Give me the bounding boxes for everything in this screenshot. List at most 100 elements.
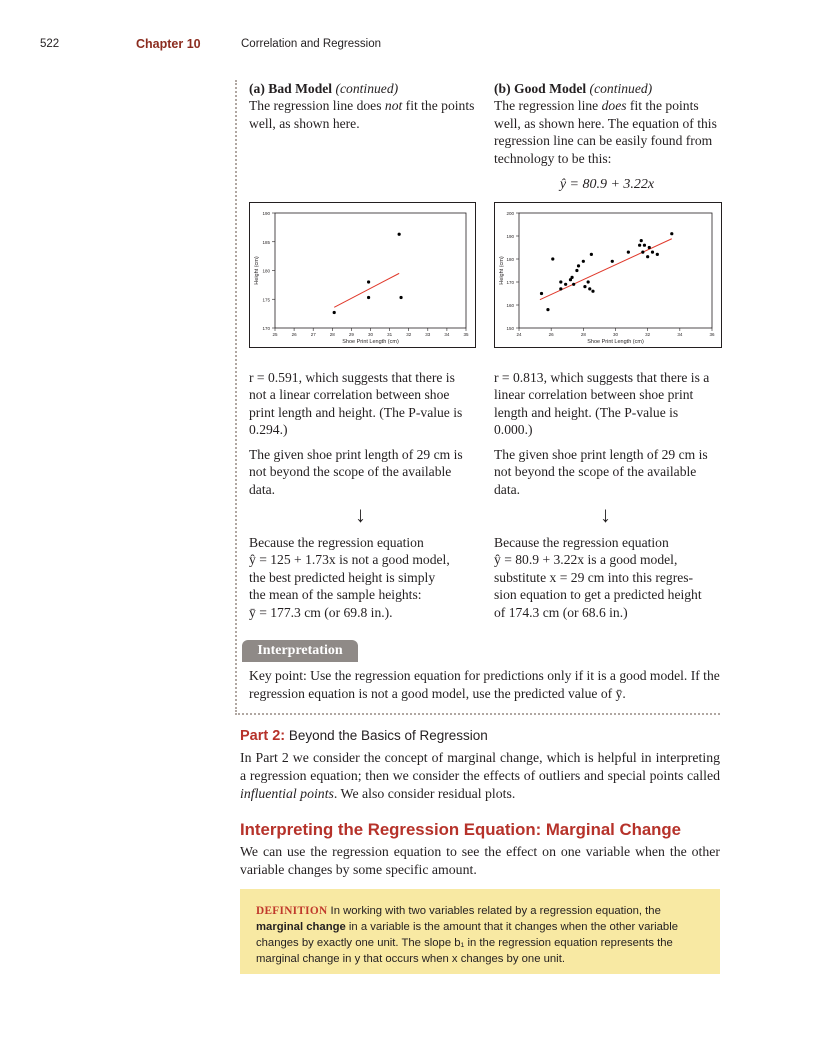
bad-model-conclusion-line: Because the regression equation bbox=[249, 535, 424, 550]
y-axis-label: Height (cm) bbox=[499, 256, 505, 285]
bad-model-intro: (a) Bad Model (continued) The regression… bbox=[249, 80, 475, 132]
chapter-title: Correlation and Regression bbox=[241, 38, 381, 50]
x-tick-label: 35 bbox=[463, 332, 469, 337]
good-model-scope: The given shoe print length of 29 cm is … bbox=[494, 447, 708, 497]
page-number: 522 bbox=[40, 38, 60, 50]
data-point bbox=[589, 252, 593, 256]
x-tick-label: 32 bbox=[645, 332, 651, 337]
good-model-intro-pre: The regression line bbox=[494, 98, 602, 114]
part2-heading: Part 2: Beyond the Basics of Regression bbox=[240, 728, 488, 744]
x-tick-label: 36 bbox=[709, 332, 715, 337]
x-tick-label: 31 bbox=[387, 332, 393, 337]
bad-model-scatter-svg: 170 175 180 185 190 25 26 27 28 29 30 31 32 33 34 35 Sho… bbox=[254, 211, 469, 345]
bad-model-conclusion-line: ȳ = 177.3 cm (or 69.8 in.). bbox=[249, 604, 393, 620]
data-point bbox=[332, 310, 336, 315]
data-point bbox=[559, 287, 563, 291]
good-model-intro: (b) Good Model (continued) The regressio… bbox=[494, 80, 720, 167]
data-point bbox=[588, 287, 592, 291]
data-point bbox=[397, 232, 401, 236]
good-model-conclusion-line: ŷ = 80.9 + 3.22x is a good model, bbox=[494, 552, 678, 568]
good-model-conclusion-line: sion equation to get a predicted height bbox=[494, 587, 702, 603]
x-tick-label: 34 bbox=[677, 332, 683, 337]
data-point bbox=[610, 259, 614, 263]
y-tick-label: 180 bbox=[506, 257, 514, 262]
good-model-conclusion-line: Because the regression equation bbox=[494, 535, 669, 550]
y-tick-label: 200 bbox=[506, 211, 514, 216]
x-tick-label: 26 bbox=[292, 332, 298, 337]
data-point bbox=[655, 252, 659, 256]
x-tick-label: 34 bbox=[444, 332, 450, 337]
regression-line bbox=[539, 238, 673, 301]
data-point bbox=[576, 264, 581, 268]
good-model-scatter-svg: 150 160 170 180 190 200 24 26 28 30 32 34 36 Shoe Pri… bbox=[499, 211, 715, 345]
data-point bbox=[638, 243, 642, 247]
data-point bbox=[539, 291, 544, 296]
bad-model-correlation: r = 0.591, which suggests that there is … bbox=[249, 370, 463, 438]
data-point bbox=[650, 250, 655, 254]
bad-model-down-arrow-icon: ↓ bbox=[355, 502, 366, 527]
data-point bbox=[568, 278, 573, 282]
good-model-heading: (b) Good Model bbox=[494, 81, 587, 96]
definition-text-pre: In working with two variables related by… bbox=[327, 905, 661, 917]
bad-model-conclusion: Because the regression equation ŷ = 125 … bbox=[249, 534, 484, 621]
definition-label: DEFINITION bbox=[256, 905, 328, 917]
good-model-conclusion-line: of 174.3 cm (or 68.6 in.) bbox=[494, 604, 628, 620]
x-tick-label: 26 bbox=[549, 332, 555, 337]
data-point bbox=[626, 250, 630, 254]
part2-intro-em: influential points bbox=[240, 786, 334, 801]
y-tick-label: 170 bbox=[506, 280, 514, 285]
x-tick-label: 30 bbox=[368, 332, 374, 337]
plot-area bbox=[274, 212, 467, 329]
y-tick-label: 175 bbox=[262, 297, 270, 302]
x-tick-label: 28 bbox=[330, 332, 336, 337]
good-model-chart: 150 160 170 180 190 200 24 26 28 30 32 34 36 Shoe Pri… bbox=[494, 202, 722, 348]
bad-model-intro-pre: The regression line does bbox=[249, 98, 385, 114]
part2-intro-post: . We also consider residual plots. bbox=[333, 786, 516, 801]
bad-model-conclusion-line: the mean of the sample heights: bbox=[249, 587, 422, 603]
data-point bbox=[646, 255, 650, 259]
y-tick-label: 150 bbox=[506, 326, 514, 331]
part2-intro-pre: In Part 2 we consider the concept of mar… bbox=[240, 750, 720, 783]
good-model-equation: ŷ = 80.9 + 3.22x bbox=[559, 177, 655, 192]
x-tick-label: 32 bbox=[406, 332, 412, 337]
data-point bbox=[647, 245, 651, 250]
x-axis-label: Shoe Print Length (cm) bbox=[587, 339, 644, 345]
y-tick-label: 190 bbox=[262, 211, 270, 216]
y-tick-label: 185 bbox=[262, 240, 270, 245]
y-tick-label: 190 bbox=[506, 234, 514, 239]
y-tick-label: 170 bbox=[262, 326, 270, 331]
data-point bbox=[559, 280, 563, 284]
good-model-heading-note: (continued) bbox=[589, 81, 653, 96]
good-model-intro-em: does bbox=[601, 98, 627, 114]
good-model-conclusion: Because the regression equation ŷ = 80.9… bbox=[494, 534, 724, 621]
y-tick-label: 180 bbox=[262, 269, 270, 274]
example-left-border bbox=[235, 80, 237, 712]
x-tick-label: 27 bbox=[311, 332, 317, 337]
data-point bbox=[581, 259, 585, 263]
data-point bbox=[564, 282, 568, 286]
data-point bbox=[642, 243, 647, 247]
chapter-label: Chapter 10 bbox=[136, 37, 201, 51]
bad-model-conclusion-line: the best predicted height is simply bbox=[249, 569, 436, 585]
definition-text-post: in a variable is the amount that it chan… bbox=[256, 921, 678, 965]
interpretation-text: Key point: Use the regression equation f… bbox=[249, 668, 720, 701]
data-point bbox=[639, 239, 643, 243]
data-point bbox=[366, 295, 371, 300]
part2-label: Part 2: bbox=[240, 728, 286, 744]
x-tick-label: 28 bbox=[581, 332, 587, 337]
x-tick-label: 24 bbox=[516, 332, 522, 337]
bad-model-intro-post: fit the points well, as shown here. bbox=[249, 98, 475, 131]
good-model-intro-post: fit the points well, as shown here. The … bbox=[494, 98, 717, 166]
data-point bbox=[546, 308, 550, 312]
good-model-correlation: r = 0.813, which suggests that there is … bbox=[494, 370, 710, 438]
bad-model-heading-note: (continued) bbox=[335, 81, 399, 96]
part2-intro: In Part 2 we consider the concept of mar… bbox=[240, 749, 720, 803]
data-point bbox=[366, 280, 371, 284]
data-point bbox=[551, 257, 555, 261]
x-tick-label: 30 bbox=[613, 332, 619, 337]
good-model-down-arrow-icon: ↓ bbox=[600, 502, 611, 527]
data-point bbox=[399, 295, 403, 300]
bad-model-intro-em: not bbox=[384, 98, 403, 114]
x-axis-label: Shoe Print Length (cm) bbox=[342, 339, 399, 345]
bad-model-chart: 170 175 180 185 190 25 26 27 28 29 30 31 32 33 34 35 Sho… bbox=[249, 202, 476, 348]
